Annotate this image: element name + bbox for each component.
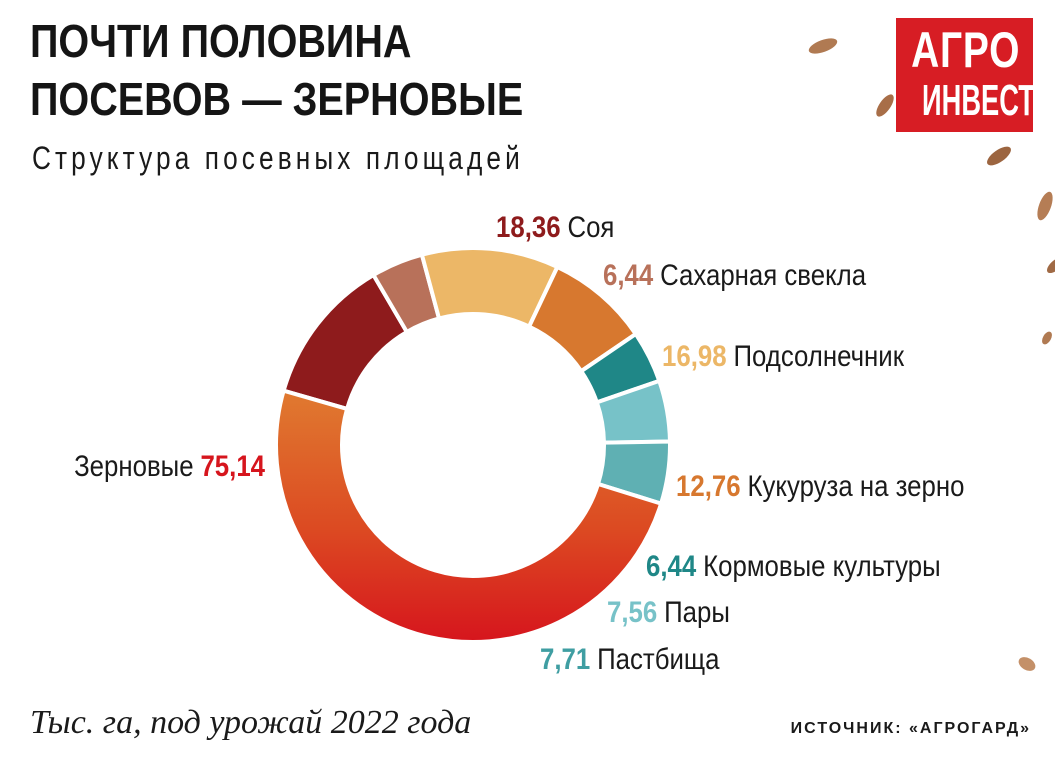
chart-subtitle: Структура посевных площадей [32, 140, 524, 176]
slice-value: 7,71 [540, 643, 591, 676]
slice-label-pasture: 7,71 Пастбища [540, 643, 719, 677]
slice-category: Пастбища [597, 643, 720, 676]
slice-label-sunflower: 16,98 Подсолнечник [662, 340, 904, 374]
slice-category: Сахарная свекла [660, 259, 867, 292]
slice-value: 16,98 [662, 340, 727, 373]
slice-grains [274, 388, 664, 644]
slice-value: 18,36 [496, 211, 561, 244]
slice-label-grains: Зерновые 75,14 [74, 450, 265, 484]
source-note: ИСТОЧНИК: «АГРОГАРД» [790, 720, 1031, 737]
chart-title-line-1: ПОЧТИ ПОЛОВИНА [30, 15, 412, 67]
slice-label-fodder: 6,44 Кормовые культуры [646, 550, 941, 584]
slice-category: Пары [664, 596, 730, 629]
slice-value: 6,44 [646, 550, 697, 583]
footnote: Тыс. га, под урожай 2022 года [30, 704, 472, 741]
logo-line-1: АГРО [911, 22, 1021, 78]
chart-title: ПОЧТИ ПОЛОВИНА ПОСЕВОВ — ЗЕРНОВЫЕ [30, 12, 523, 128]
slice-label-soy: 18,36 Соя [496, 211, 614, 245]
slice-label-fallow: 7,56 Пары [607, 596, 730, 630]
slice-value: 75,14 [200, 450, 265, 483]
slice-label-corn: 12,76 Кукуруза на зерно [676, 470, 964, 504]
slice-value: 6,44 [603, 259, 654, 292]
slice-value: 12,76 [676, 470, 741, 503]
slice-category: Зерновые [74, 450, 194, 483]
slice-label-sugar-beet: 6,44 Сахарная свекла [603, 259, 866, 293]
slice-category: Подсолнечник [733, 340, 904, 373]
slice-value: 7,56 [607, 596, 658, 629]
slice-category: Соя [567, 211, 615, 244]
slice-category: Кормовые культуры [703, 550, 941, 583]
agroinvestor-logo: АГРО ИНВЕСТОР [896, 18, 1055, 132]
chart-title-line-2: ПОСЕВОВ — ЗЕРНОВЫЕ [30, 73, 524, 125]
slice-category: Кукуруза на зерно [747, 470, 965, 503]
